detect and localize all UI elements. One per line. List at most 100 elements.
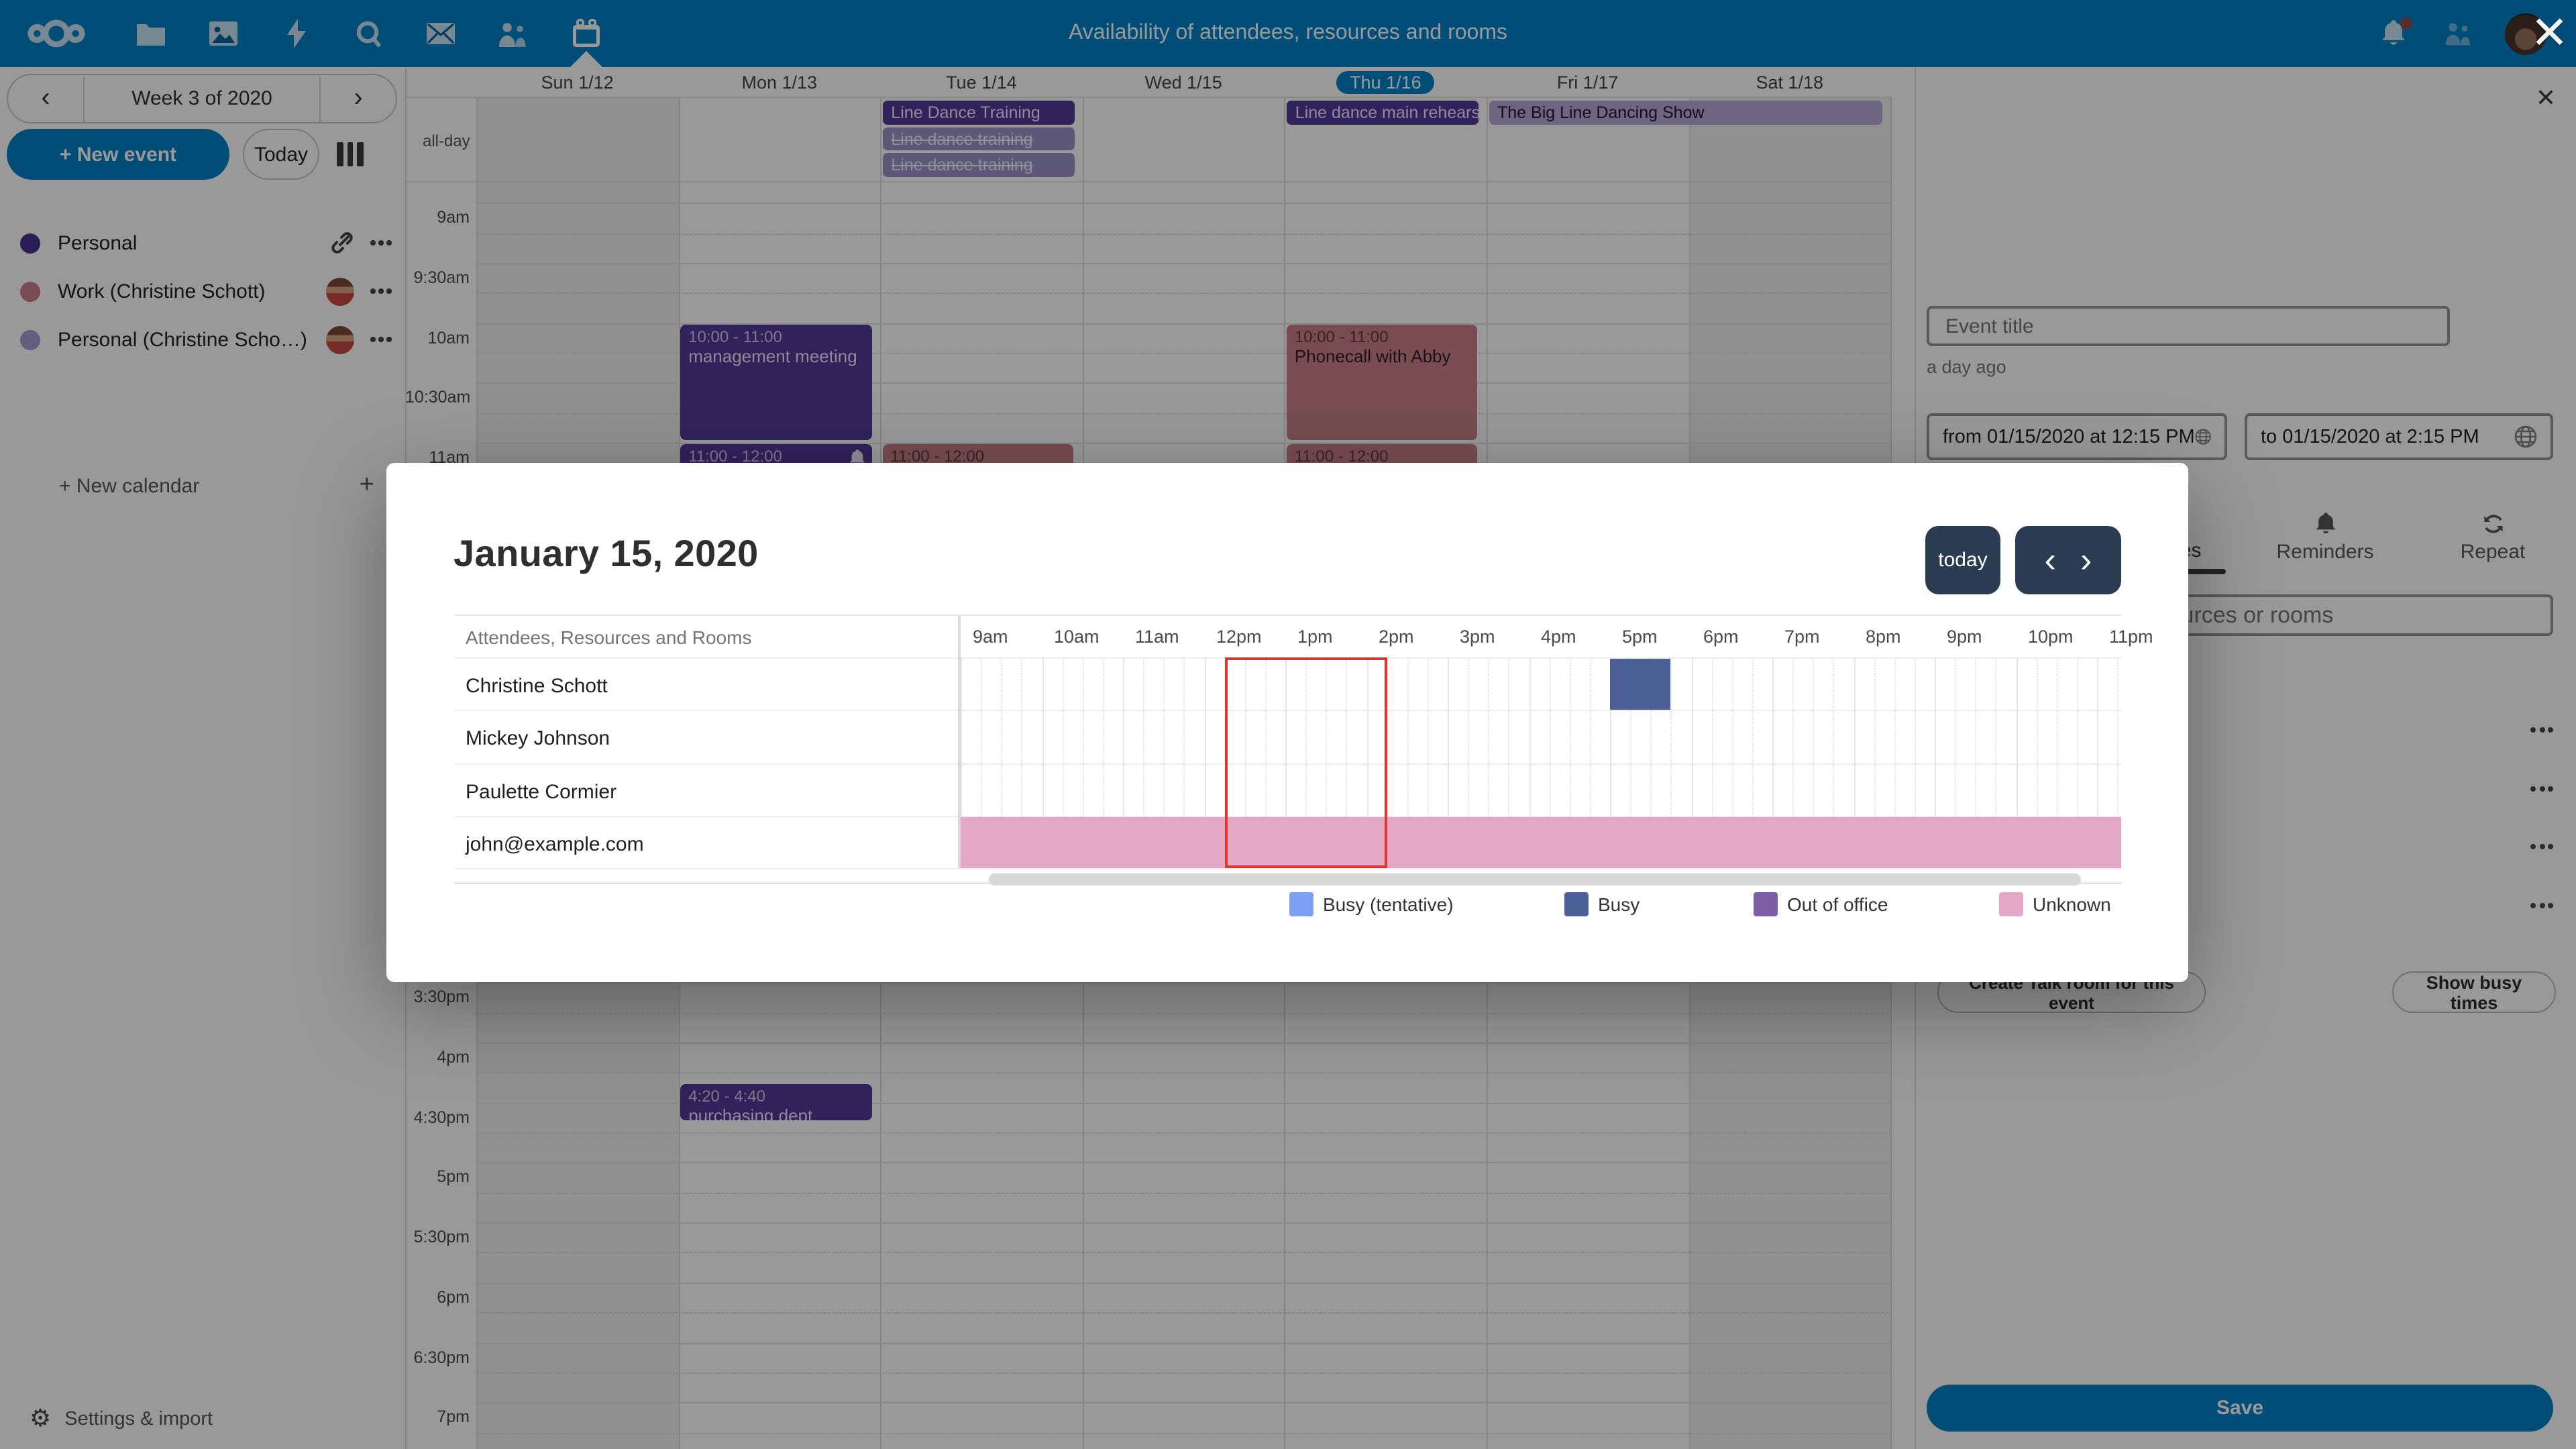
availability-block-busy xyxy=(1610,659,1671,710)
timeline-hour-label: 8pm xyxy=(1866,627,1901,647)
modal-today-button[interactable]: today xyxy=(1925,526,2000,594)
day-header[interactable]: Sat 1/18 xyxy=(1756,72,1824,92)
all-day-event[interactable]: Line Dance Training xyxy=(883,101,1075,124)
calendar-color-dot xyxy=(20,233,40,253)
calendar-color-dot xyxy=(20,329,40,350)
quarter-slot-line xyxy=(476,1432,1891,1434)
tab-repeat[interactable]: Repeat xyxy=(2419,513,2567,564)
contacts-menu-icon[interactable] xyxy=(2428,0,2487,67)
calendar-item[interactable]: Personal xyxy=(0,219,405,267)
timed-event[interactable]: 10:00 - 11:00 Phonecall with Abby xyxy=(1286,324,1478,441)
availability-grid[interactable]: Attendees, Resources and Rooms Christine… xyxy=(455,614,2153,885)
day-header[interactable]: Tue 1/14 xyxy=(946,72,1017,92)
all-day-event[interactable]: Line dance training xyxy=(883,153,1075,176)
timeline-hour-line xyxy=(1042,657,1043,869)
timeline-hour-line xyxy=(1772,657,1774,869)
day-header[interactable]: Wed 1/15 xyxy=(1144,72,1222,92)
photos-icon[interactable] xyxy=(193,0,252,67)
day-header[interactable]: Mon 1/13 xyxy=(741,72,818,92)
calendar-menu-icon[interactable] xyxy=(370,288,392,294)
previous-week-icon[interactable]: ‹ xyxy=(41,83,50,113)
timeline-hour-label: 11am xyxy=(1135,627,1179,647)
timeline-hour-line xyxy=(2016,657,2017,869)
all-day-event[interactable]: Line dance training xyxy=(883,127,1075,150)
shared-by-avatar xyxy=(326,277,355,305)
user-avatar[interactable] xyxy=(2505,13,2546,55)
timeline-scrollbar[interactable] xyxy=(989,873,2081,885)
timeline-hour-label: 9am xyxy=(973,627,1008,647)
timed-event[interactable]: 4:20 - 4:40 purchasing dept xyxy=(680,1083,872,1121)
event-title: management meeting xyxy=(688,345,857,366)
timeline-hour-label: 10pm xyxy=(2028,627,2074,647)
timeline-hour-label: 11pm xyxy=(2109,627,2153,647)
grid-row-line xyxy=(455,868,2121,870)
all-day-event[interactable]: The Big Line Dancing Show xyxy=(1489,101,1883,124)
tab-reminders[interactable]: Reminders xyxy=(2251,513,2399,564)
timeline-quarter-line xyxy=(1305,657,1307,869)
new-calendar-button[interactable]: + New calendar + xyxy=(0,463,405,508)
attendee-menu-icon[interactable] xyxy=(2530,727,2553,733)
time-gutter-label: 5pm xyxy=(437,1167,470,1187)
timed-event[interactable]: 10:00 - 11:00 management meeting xyxy=(680,324,872,441)
calendar-item[interactable]: Personal (Christine Scho…) xyxy=(0,315,405,364)
view-toggle-icon[interactable] xyxy=(337,142,364,166)
grid-row-line xyxy=(455,763,2121,765)
week-label[interactable]: Week 3 of 2020 xyxy=(83,76,321,121)
activity-icon[interactable] xyxy=(267,0,326,67)
timeline-hour-line xyxy=(2097,657,2098,869)
from-date-field[interactable]: from 01/15/2020 at 12:15 PM xyxy=(1927,413,2227,460)
calendar-menu-icon[interactable] xyxy=(370,337,392,342)
tab-label: Repeat xyxy=(2460,541,2526,564)
previous-day-icon[interactable]: ‹ xyxy=(2044,539,2056,580)
search-icon[interactable] xyxy=(339,0,398,67)
timeline-hour-label: 10am xyxy=(1054,627,1099,647)
active-app-notch xyxy=(570,51,602,67)
slot-line xyxy=(476,382,1891,384)
nextcloud-logo-icon[interactable] xyxy=(27,0,86,67)
all-day-divider xyxy=(405,181,1891,182)
event-title-field[interactable] xyxy=(1927,306,2450,346)
today-button[interactable]: Today xyxy=(243,129,319,180)
timeline-quarter-line xyxy=(1468,657,1470,869)
day-header[interactable]: Fri 1/17 xyxy=(1556,72,1619,92)
files-icon[interactable] xyxy=(121,0,180,67)
day-header[interactable]: Sun 1/12 xyxy=(541,72,614,92)
notification-badge xyxy=(2400,17,2412,30)
time-gutter-label: 6:30pm xyxy=(413,1348,470,1366)
attendee-menu-icon[interactable] xyxy=(2530,786,2553,792)
calendar-icon[interactable] xyxy=(557,0,616,67)
timeline-quarter-line xyxy=(1731,657,1733,869)
calendar-menu-icon[interactable] xyxy=(370,240,392,246)
save-button[interactable]: Save xyxy=(1927,1385,2553,1432)
next-day-icon[interactable]: › xyxy=(2080,539,2092,580)
share-link-icon[interactable] xyxy=(330,231,354,255)
next-week-icon[interactable]: › xyxy=(354,83,363,113)
settings-import-button[interactable]: ⚙ Settings & import xyxy=(30,1405,213,1433)
attendee-menu-icon[interactable] xyxy=(2530,903,2553,909)
quarter-slot-line xyxy=(476,1192,1891,1194)
new-event-button[interactable]: + New event xyxy=(7,129,229,180)
all-day-event[interactable]: Line dance main rehearsal xyxy=(1287,101,1479,124)
calendar-item[interactable]: Work (Christine Schott) xyxy=(0,267,405,315)
grid-row-line xyxy=(455,815,2121,817)
timezone-globe-icon[interactable] xyxy=(2514,425,2537,448)
timeline-quarter-line xyxy=(1914,657,1916,869)
timeline-hour-label: 9pm xyxy=(1947,627,1982,647)
mail-icon[interactable] xyxy=(411,0,470,67)
close-sidebar-icon[interactable]: ✕ xyxy=(2535,85,2556,111)
timezone-globe-icon[interactable] xyxy=(2195,425,2211,448)
attendee-menu-icon[interactable] xyxy=(2530,844,2553,850)
plus-icon: + xyxy=(359,471,374,499)
notifications-bell-icon[interactable] xyxy=(2364,0,2423,67)
contacts-icon[interactable] xyxy=(483,0,542,67)
calendar-item-actions xyxy=(326,325,392,354)
to-date-field[interactable]: to 01/15/2020 at 2:15 PM xyxy=(2245,413,2553,460)
legend-label: Busy (tentative) xyxy=(1323,894,1454,915)
event-details-sidebar: ✕ + + ✦ ✦ ✦ a day ago from 01/15/2020 at… xyxy=(1915,67,2576,1449)
event-time: 10:00 - 11:00 xyxy=(1294,327,1389,346)
day-header[interactable]: Thu 1/16 xyxy=(1285,67,1487,97)
timeline-quarter-line xyxy=(1792,657,1794,869)
event-title-input[interactable] xyxy=(1943,313,2434,339)
show-busy-times-button[interactable]: Show busy times xyxy=(2392,971,2556,1013)
timeline-quarter-line xyxy=(1874,657,1876,869)
